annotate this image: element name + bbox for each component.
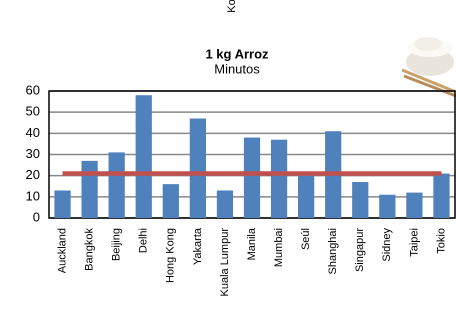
y-tick-label: 0 <box>33 209 40 224</box>
bar <box>217 190 233 218</box>
x-tick-label: Manila <box>246 227 258 260</box>
bar <box>244 138 260 218</box>
x-tick-label: Shanghai <box>327 228 339 275</box>
bar <box>406 193 422 218</box>
rice-bowl-image <box>402 37 456 96</box>
x-tick-label: Yakarta <box>192 227 204 265</box>
y-tick-label: 60 <box>26 82 40 97</box>
x-tick-label: Auckland <box>56 228 68 273</box>
x-tick-label: Beijing <box>111 228 123 261</box>
bar <box>352 182 368 218</box>
bar <box>109 152 125 218</box>
bar <box>190 119 206 218</box>
chart: Ko 1 kg Arroz Minutos 0 10 20 30 40 50 60 Auckl… <box>0 0 456 314</box>
x-tick-label: Hong Kong <box>165 228 177 283</box>
bar <box>433 174 449 218</box>
annotation: Ko <box>226 0 238 13</box>
bar <box>163 184 179 218</box>
x-tick-label: Singapur <box>354 228 366 272</box>
x-tick-label: Bangkok <box>84 228 96 271</box>
bar <box>271 140 287 218</box>
bar <box>379 195 395 218</box>
page: Ko 1 kg Arroz Minutos 0 10 20 30 40 50 60 Auckl… <box>0 0 456 314</box>
x-tick-label: Seúl <box>300 228 312 250</box>
y-tick-label: 40 <box>26 125 40 140</box>
bar <box>298 176 314 218</box>
bar <box>54 190 70 218</box>
y-tick-label: 10 <box>26 188 40 203</box>
bar <box>136 95 152 218</box>
chart-title: 1 kg Arroz <box>205 46 269 61</box>
chart-subtitle: Minutos <box>214 61 260 76</box>
x-tick-label: Delhi <box>138 228 150 253</box>
bar <box>81 161 97 218</box>
x-tick-label: Taipei <box>408 228 420 257</box>
x-tick-label: Kuala Lumpur <box>219 228 231 297</box>
y-tick-label: 50 <box>26 104 40 119</box>
x-tick-label: Mumbai <box>273 228 285 267</box>
y-tick-label: 30 <box>26 146 40 161</box>
x-tick-label: Tokio <box>435 228 447 254</box>
y-tick-label: 20 <box>26 167 40 182</box>
x-tick-label: Sidney <box>381 228 393 262</box>
